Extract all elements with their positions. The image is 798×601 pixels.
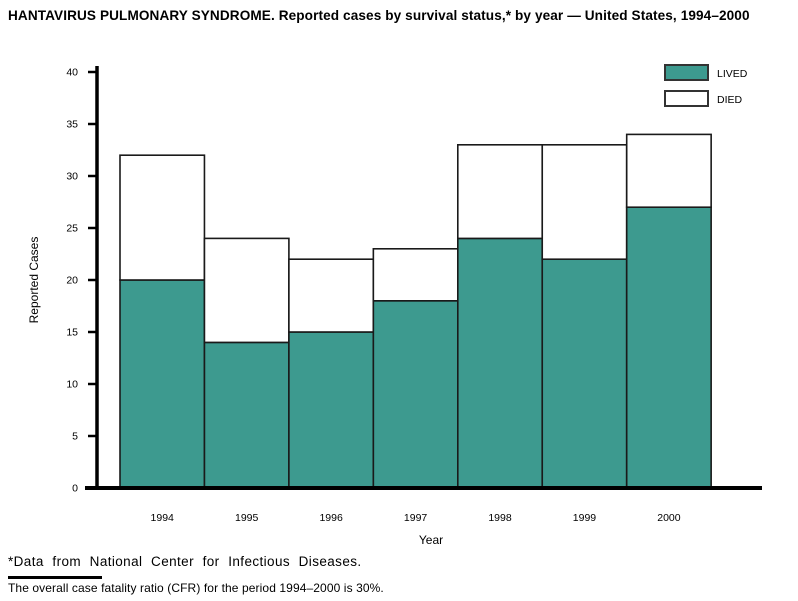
bar-lived-1997	[372, 299, 459, 489]
y-tick-label-35: 35	[66, 119, 78, 131]
bar-died-1994	[119, 154, 206, 281]
bar-died-1999	[541, 144, 628, 261]
x-tick-label-1999: 1999	[573, 512, 597, 524]
y-tick-label-5: 5	[72, 431, 78, 443]
legend-label-died: DIED	[717, 94, 743, 106]
x-tick-label-2000: 2000	[657, 512, 681, 524]
bar-lived-1998	[456, 237, 544, 489]
x-tick-label-1996: 1996	[319, 512, 343, 524]
bar-died-2000	[625, 133, 712, 208]
bar-lived-1996	[288, 331, 375, 489]
x-tick-label-1994: 1994	[151, 512, 175, 524]
x-axis-title: Year	[419, 533, 443, 547]
y-tick-label-15: 15	[66, 327, 78, 339]
bar-died-1998	[456, 144, 544, 240]
y-axis-title: Reported Cases	[27, 237, 41, 324]
footnote-divider	[8, 576, 102, 579]
y-tick-label-30: 30	[66, 171, 78, 183]
bar-lived-2000	[625, 206, 712, 489]
y-tick-label-0: 0	[72, 483, 78, 495]
y-tick-label-40: 40	[66, 67, 78, 79]
y-tick-label-20: 20	[66, 275, 78, 287]
legend-swatch-died	[664, 90, 709, 107]
chart-title: HANTAVIRUS PULMONARY SYNDROME. Reported …	[8, 8, 750, 23]
bar-died-1997	[372, 248, 459, 302]
bar-lived-1994	[119, 279, 206, 489]
bar-died-1996	[288, 258, 375, 333]
footnote-cfr: The overall case fatality ratio (CFR) fo…	[8, 581, 384, 595]
legend-label-lived: LIVED	[717, 68, 748, 80]
legend-swatch-lived	[664, 64, 709, 81]
footnote-data-source: *Data from National Center for Infectiou…	[8, 554, 362, 569]
x-tick-label-1997: 1997	[404, 512, 428, 524]
y-tick-label-10: 10	[66, 379, 78, 391]
y-tick-label-25: 25	[66, 223, 78, 235]
bar-died-1995	[203, 237, 290, 344]
x-tick-label-1998: 1998	[488, 512, 512, 524]
bar-lived-1995	[203, 341, 290, 489]
x-tick-label-1995: 1995	[235, 512, 259, 524]
bar-lived-1999	[541, 258, 628, 489]
